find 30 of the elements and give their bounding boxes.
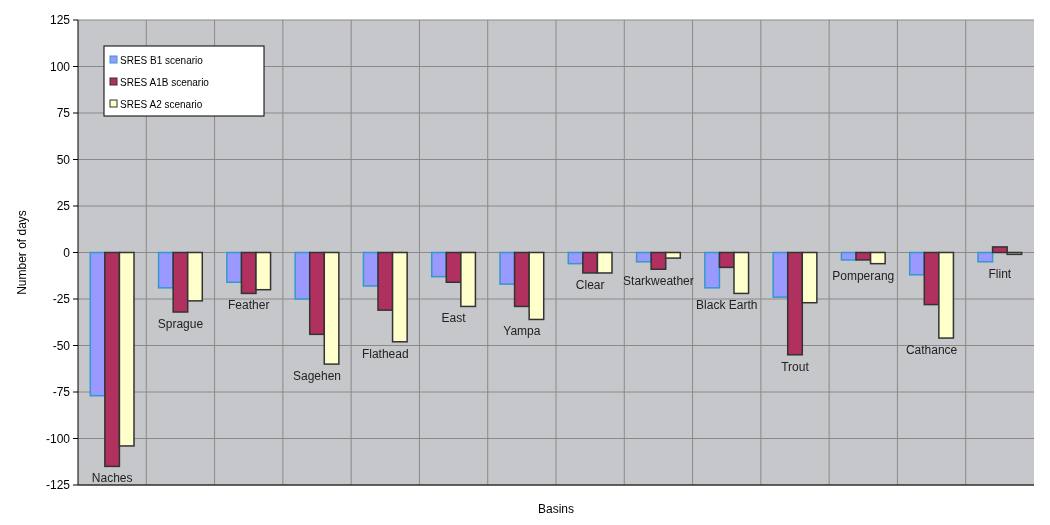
y-tick-label: 125: [49, 13, 71, 28]
legend-label: SRES A1B scenario: [120, 76, 210, 88]
legend-label: SRES B1 scenario: [120, 54, 204, 66]
x-tick-label: Trout: [781, 359, 810, 374]
y-tick-label: 0: [63, 245, 71, 260]
y-tick-label: -50: [52, 338, 71, 353]
x-tick-label: Flint: [988, 266, 1012, 281]
y-tick-label: 25: [56, 199, 71, 214]
x-tick-label: Pomperang: [832, 268, 895, 283]
x-tick-label: Feather: [228, 298, 270, 313]
y-tick-label: -25: [52, 292, 71, 307]
y-tick-label: -75: [52, 385, 71, 400]
x-tick-label: Naches: [91, 471, 133, 486]
x-tick-label: Cathance: [905, 343, 958, 358]
x-tick-label: Flathead: [361, 346, 409, 361]
y-tick-label: -125: [45, 478, 71, 493]
x-tick-label: Yampa: [503, 324, 541, 339]
x-tick-label: East: [441, 311, 467, 326]
x-tick-label: Starkweather: [623, 274, 694, 289]
y-tick-label: 75: [56, 106, 71, 121]
x-axis-title: Basins: [537, 502, 575, 516]
y-tick-label: 50: [56, 152, 71, 167]
x-tick-label: Black Earth: [696, 298, 758, 313]
y-tick-label: 100: [49, 59, 71, 74]
y-axis-title: Number of days: [15, 210, 29, 295]
x-tick-label: Sagehen: [292, 369, 342, 384]
legend-label: SRES A2 scenario: [120, 98, 203, 110]
x-tick-label: Sprague: [157, 317, 204, 332]
y-tick-label: -100: [45, 431, 71, 446]
x-tick-label: Clear: [575, 277, 605, 292]
